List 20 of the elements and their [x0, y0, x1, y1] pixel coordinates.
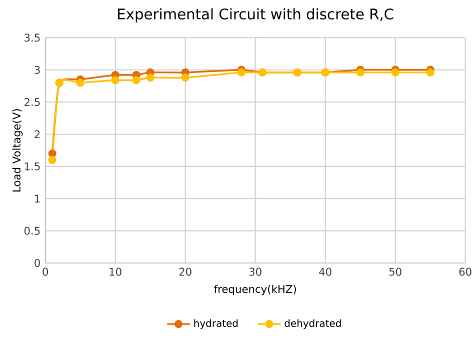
y-tick-label: 3.5	[24, 34, 40, 42]
y-tick-label: 1	[35, 194, 40, 202]
x-tick-label: 50	[389, 268, 402, 276]
legend-label: dehydrated	[284, 319, 341, 329]
x-tick-label: 40	[319, 268, 332, 276]
y-tick-label: 0.5	[24, 226, 40, 235]
x-tick-label: 0	[42, 268, 48, 276]
x-tick-label: 60	[459, 268, 472, 276]
y-tick-label: 2.5	[24, 98, 40, 106]
y-tick-label: 1.5	[24, 162, 40, 170]
x-tick-label: 30	[249, 268, 262, 276]
legend-label: hydrated	[194, 319, 238, 329]
y-tick-label: 0	[34, 258, 40, 268]
x-tick-label: 10	[110, 268, 122, 276]
chart-title: Experimental Circuit with discrete R,C	[118, 8, 394, 22]
y-tick-label: 3	[34, 66, 40, 74]
y-tick-label: 2	[34, 130, 40, 138]
y-axis-title: Load Voltage(V)	[12, 109, 23, 192]
x-tick-label: 20	[179, 268, 192, 276]
x-axis-title: frequency(kHZ)	[214, 284, 296, 296]
